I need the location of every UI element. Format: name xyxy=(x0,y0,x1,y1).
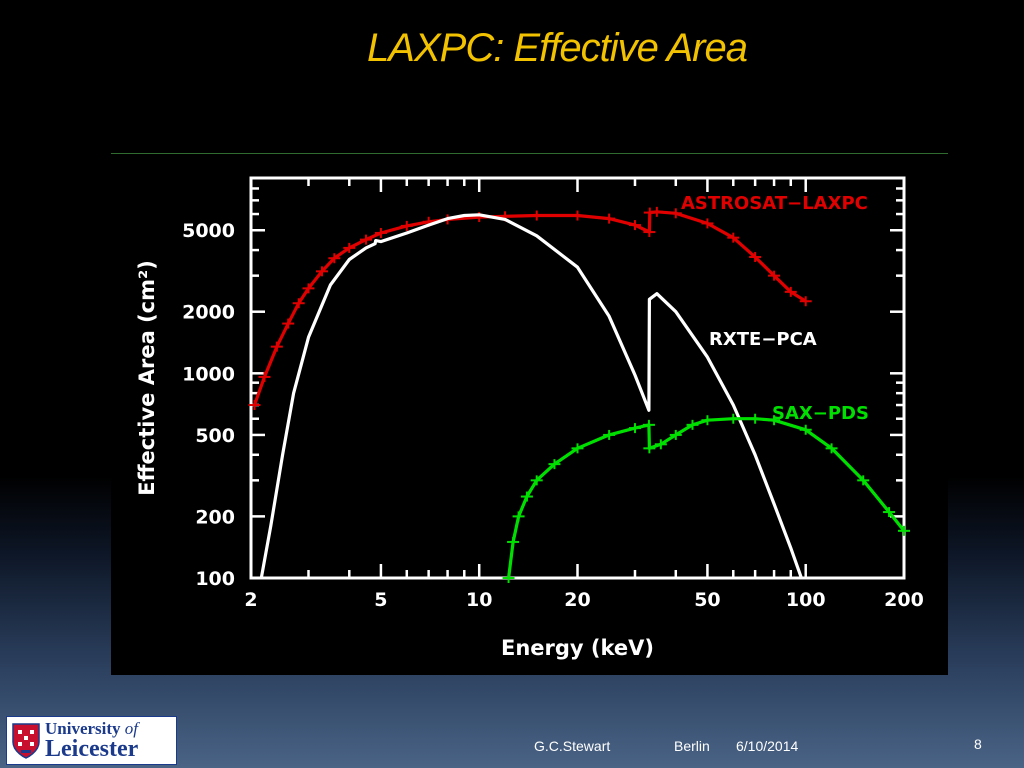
series-line-rxte-pca xyxy=(259,213,803,579)
series-layer xyxy=(248,206,910,583)
y-tick-label: 500 xyxy=(195,425,235,447)
logo-wordmark: University of Leicester xyxy=(45,720,138,761)
x-tick-label: 20 xyxy=(564,589,590,611)
y-tick-label: 100 xyxy=(195,568,235,590)
series-line-astrosat-laxpc xyxy=(252,210,807,406)
labels-layer: 2 5 10 20 50 100 200 100 200 500 1000 2000 5000 Energ… xyxy=(135,193,924,660)
y-tick-label: 200 xyxy=(195,506,235,528)
x-tick-label: 100 xyxy=(786,589,826,611)
x-tick-label: 2 xyxy=(244,589,257,611)
effective-area-chart: 2 5 10 20 50 100 200 100 200 500 1000 2000 5000 Energ… xyxy=(135,176,924,660)
x-tick-label: 50 xyxy=(694,589,720,611)
slide-title: LAXPC: Effective Area xyxy=(367,26,748,70)
x-tick-label: 5 xyxy=(374,589,387,611)
footer-author: G.C.Stewart xyxy=(534,738,611,754)
university-logo: University of Leicester xyxy=(6,716,177,765)
series-line-sax-pds xyxy=(507,417,906,579)
series-label-astrosat-laxpc: ASTROSAT−LAXPC xyxy=(681,193,868,214)
crest-icon xyxy=(12,722,40,759)
footer-page-number: 8 xyxy=(974,736,982,752)
axes-frame xyxy=(249,176,906,580)
x-tick-label: 200 xyxy=(884,589,924,611)
chart-panel: 2 5 10 20 50 100 200 100 200 500 1000 2000 5000 Energ… xyxy=(111,153,948,675)
y-tick-label: 5000 xyxy=(182,220,235,242)
logo-line2: Leicester xyxy=(45,736,139,762)
x-axis-label: Energy (keV) xyxy=(501,636,654,660)
y-tick-label: 1000 xyxy=(182,363,235,385)
x-tick-label: 10 xyxy=(466,589,492,611)
series-label-sax-pds: SAX−PDS xyxy=(772,403,869,424)
logo-line1: University of xyxy=(45,719,139,738)
y-axis-label: Effective Area (cm²) xyxy=(135,260,159,496)
y-tick-label: 2000 xyxy=(182,302,235,324)
series-label-rxte-pca: RXTE−PCA xyxy=(709,329,817,350)
footer-date: 6/10/2014 xyxy=(736,738,799,754)
footer-location: Berlin xyxy=(674,738,710,754)
plot-frame xyxy=(249,176,906,580)
